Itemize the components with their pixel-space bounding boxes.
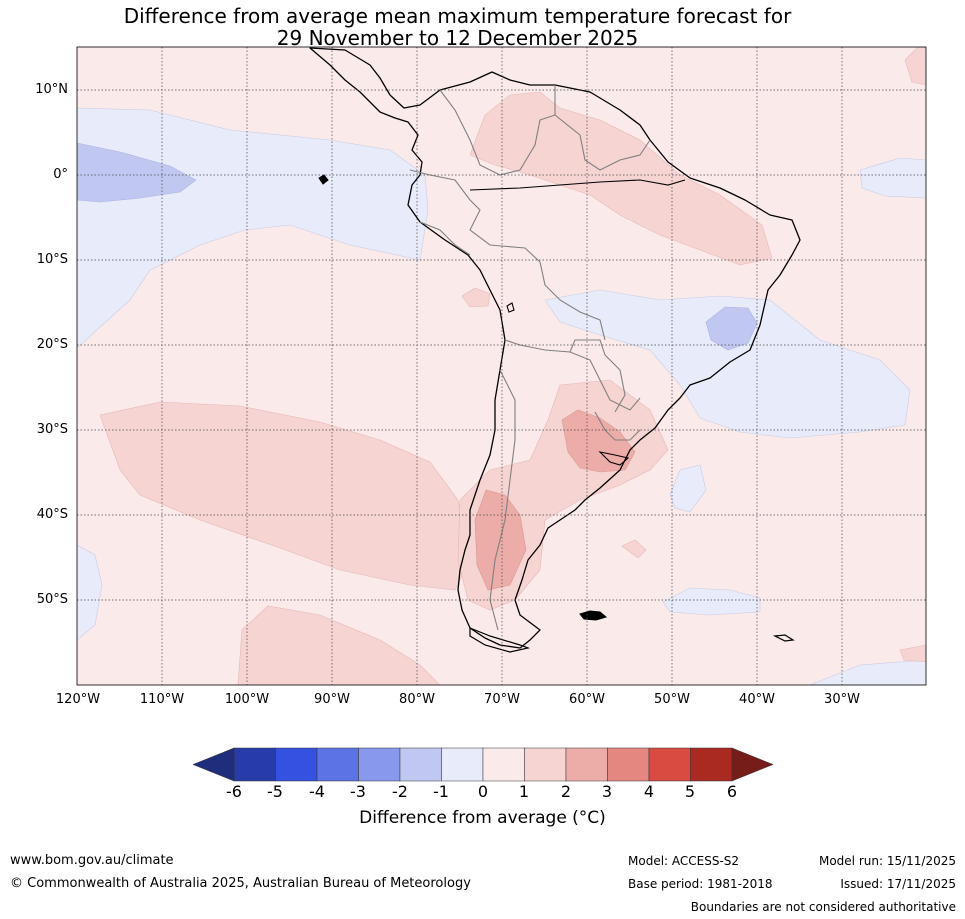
- south-georgia: [772, 634, 795, 642]
- lon-label-100w: 100°W: [224, 692, 270, 707]
- lat-label-10n: 10°N: [35, 82, 68, 97]
- colorbar-tick: 3: [601, 782, 613, 801]
- footer-base-period: Base period: 1981-2018: [628, 877, 773, 891]
- anomaly-warm-small-1: [461, 287, 491, 308]
- colorbar-box: [690, 747, 733, 782]
- graticule: [77, 47, 926, 685]
- colorbar-box: [441, 747, 484, 782]
- colorbar-box: [607, 747, 650, 782]
- anomaly-cool-atlantic-south: [662, 587, 761, 616]
- lat-label-20s: 20°S: [36, 337, 68, 352]
- galapagos-islands: [318, 174, 329, 185]
- lon-label-110w: 110°W: [139, 692, 185, 707]
- anomaly-cooler-brazil: [705, 306, 758, 351]
- colorbar-box: [316, 747, 359, 782]
- anomaly-warm-southern-ocean: [237, 605, 441, 685]
- colorbar-tick: -2: [392, 782, 408, 801]
- title-line-2: 29 November to 12 December 2025: [276, 26, 639, 50]
- colorbar-tick: 5: [684, 782, 696, 801]
- colorbar-tick: 4: [643, 782, 655, 801]
- map: [76, 46, 927, 686]
- lon-label-80w: 80°W: [399, 692, 435, 707]
- footer-url[interactable]: www.bom.gov.au/climate: [10, 853, 174, 868]
- lat-label-10s: 10°S: [36, 252, 68, 267]
- tierra-del-fuego: [469, 627, 531, 653]
- lon-label-120w: 120°W: [55, 692, 101, 707]
- lat-label-0: 0°: [53, 167, 68, 182]
- footer-model: Model: ACCESS-S2: [628, 854, 740, 868]
- rio-de-la-plata: [598, 451, 630, 466]
- anomaly-warmer-uruguay: [561, 409, 636, 473]
- colorbar-tick: 6: [726, 782, 738, 801]
- falkland-islands: [579, 610, 608, 621]
- amazon-river: [469, 179, 686, 191]
- colorbar-label: Difference from average (°C): [359, 808, 606, 828]
- colorbar-tick: -1: [433, 782, 449, 801]
- lon-label-70w: 70°W: [484, 692, 520, 707]
- colorbar-extend-low: [192, 747, 235, 782]
- anomaly-warm-small-2: [621, 539, 647, 559]
- colorbar-box: [275, 747, 318, 782]
- anomaly-cool-atlantic-small: [669, 464, 707, 513]
- lon-label-60w: 60°W: [569, 692, 605, 707]
- colorbar-extend-high: [731, 747, 774, 782]
- colorbar-tick: -6: [226, 782, 242, 801]
- footer-copyright: © Commonwealth of Australia 2025, Austra…: [10, 876, 471, 891]
- colorbar-tick: -3: [350, 782, 366, 801]
- footer-model-run: Model run: 15/11/2025: [818, 854, 956, 868]
- anomaly-cool-atlantic-north: [859, 157, 926, 199]
- colorbar: [192, 747, 774, 782]
- colorbar-tick: -4: [309, 782, 325, 801]
- colorbar-tick: 2: [560, 782, 572, 801]
- lat-label-50s: 50°S: [36, 592, 68, 607]
- colorbar-tick: -5: [267, 782, 283, 801]
- footer-issued: Issued: 17/11/2025: [840, 877, 956, 891]
- country-borders: [409, 85, 651, 631]
- colorbar-box: [358, 747, 401, 782]
- colorbar-box: [399, 747, 442, 782]
- anomaly-cooler-pacific: [77, 142, 197, 203]
- colorbar-tick: 1: [518, 782, 530, 801]
- anomaly-warm-amazon: [469, 91, 773, 266]
- colorbar-box: [565, 747, 608, 782]
- lon-label-30w: 30°W: [824, 692, 860, 707]
- lat-label-40s: 40°S: [36, 507, 68, 522]
- anomaly-cool-southeast: [809, 659, 926, 685]
- colorbar-box: [482, 747, 525, 782]
- map-frame: [76, 46, 927, 686]
- footer-disclaimer: Boundaries are not considered authoritat…: [690, 900, 956, 914]
- anomaly-cool-southwest: [77, 544, 103, 641]
- colorbar-box: [233, 747, 276, 782]
- lake-titicaca: [506, 302, 515, 313]
- anomaly-warm-northeast: [904, 47, 926, 86]
- colorbar-tick: 0: [477, 782, 489, 801]
- lon-label-40w: 40°W: [739, 692, 775, 707]
- colorbar-box: [524, 747, 567, 782]
- south-america-coastline: [309, 47, 801, 649]
- lon-label-50w: 50°W: [654, 692, 690, 707]
- lon-label-90w: 90°W: [314, 692, 350, 707]
- anomaly-warm-small-3: [899, 644, 926, 663]
- colorbar-box: [648, 747, 691, 782]
- lat-label-30s: 30°S: [36, 422, 68, 437]
- title-line-1: Difference from average mean maximum tem…: [123, 4, 792, 28]
